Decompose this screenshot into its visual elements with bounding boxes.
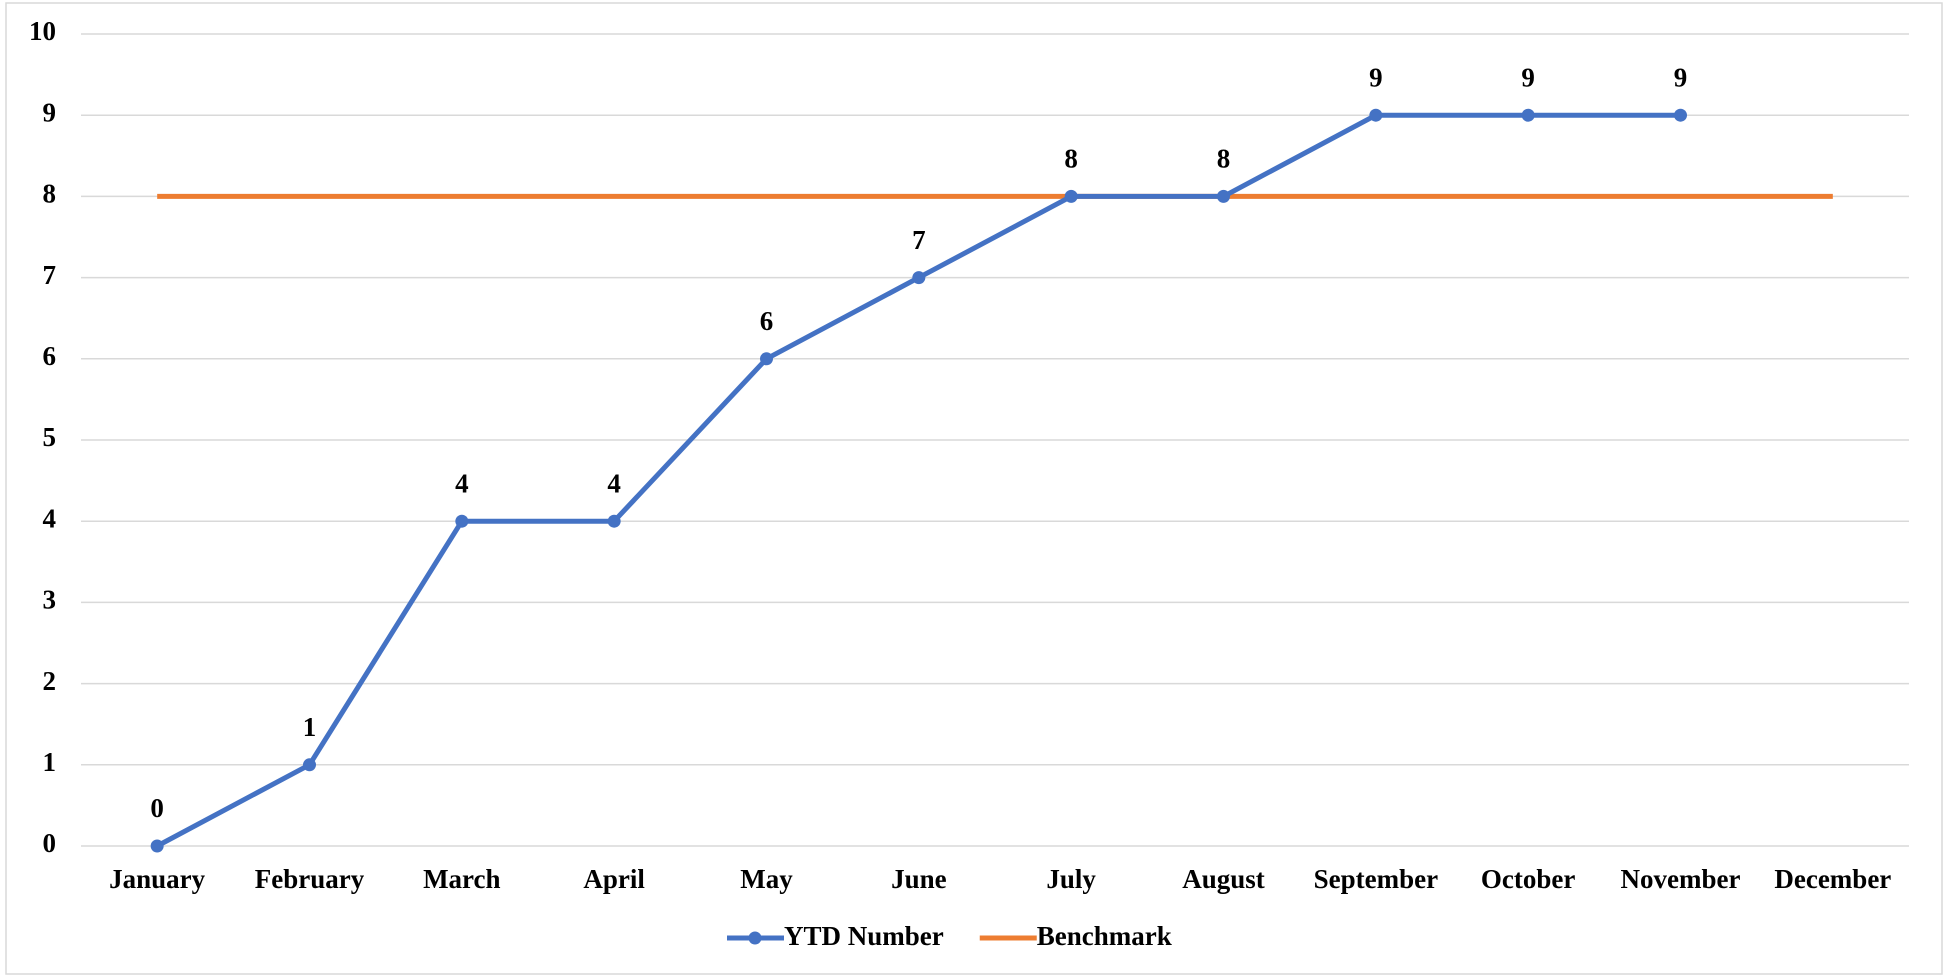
chart-border [5,2,1943,975]
x-tick-label: January [109,864,206,894]
x-tick-label: October [1481,864,1575,894]
legend-label: Benchmark [1037,921,1172,951]
point-marker [455,514,469,528]
y-tick-label: 0 [43,828,57,858]
y-tick-label: 10 [29,16,56,46]
y-tick-label: 3 [43,585,57,615]
y-tick-label: 4 [43,503,57,533]
y-tick-label: 6 [43,341,57,371]
y-tick-label: 2 [43,666,57,696]
x-tick-label: April [583,864,645,894]
x-tick-label: February [255,864,365,894]
y-tick-label: 8 [43,179,57,209]
data-label: 6 [760,306,774,336]
data-label: 8 [1064,144,1078,174]
x-tick-label: June [891,864,947,894]
point-marker [1217,189,1230,203]
x-tick-label: May [740,864,793,894]
point-marker [1064,189,1078,203]
point-marker [1521,108,1535,122]
data-label: 7 [912,225,926,255]
data-label: 4 [455,468,469,498]
point-marker [760,352,773,366]
point-marker [303,758,316,772]
x-tick-label: August [1182,864,1265,894]
y-tick-label: 5 [43,422,57,452]
x-tick-label: November [1621,864,1741,894]
x-tick-label: December [1774,864,1891,894]
data-label: 4 [607,468,621,498]
legend-marker [748,931,762,945]
point-marker [1369,108,1383,122]
y-tick-label: 9 [43,97,57,127]
x-tick-label: September [1314,864,1438,894]
x-tick-label: March [423,864,500,894]
point-marker [607,514,621,528]
data-label: 9 [1369,62,1383,92]
y-tick-label: 1 [43,747,57,777]
legend-label: YTD Number [784,921,944,951]
data-label: 0 [150,793,164,823]
point-marker [912,271,926,285]
point-marker [1674,108,1687,122]
data-label: 1 [303,712,317,742]
data-label: 8 [1217,144,1231,174]
x-tick-label: July [1046,864,1096,894]
data-label: 9 [1674,62,1688,92]
point-marker [150,839,164,853]
y-tick-label: 7 [43,260,57,290]
data-label: 9 [1521,62,1535,92]
